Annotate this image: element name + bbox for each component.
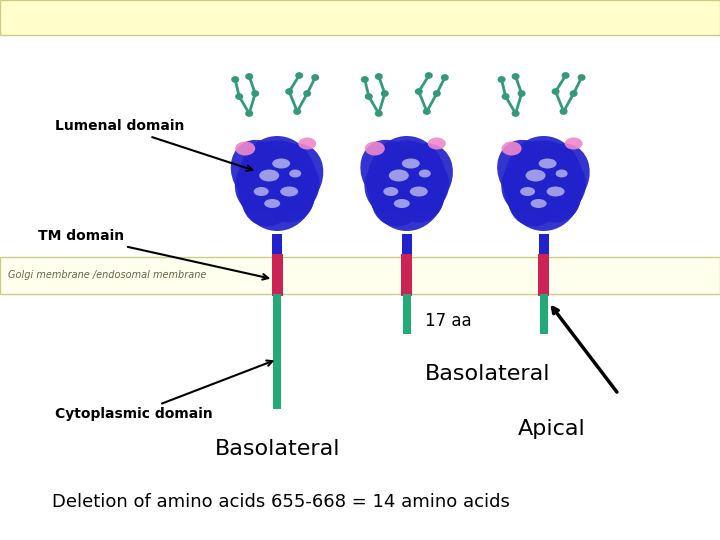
Ellipse shape bbox=[253, 187, 269, 196]
Ellipse shape bbox=[285, 88, 293, 95]
Ellipse shape bbox=[230, 140, 288, 203]
Ellipse shape bbox=[264, 172, 314, 222]
Ellipse shape bbox=[272, 159, 290, 168]
Ellipse shape bbox=[503, 136, 584, 231]
Ellipse shape bbox=[246, 73, 253, 80]
Ellipse shape bbox=[508, 177, 559, 226]
Ellipse shape bbox=[564, 138, 582, 150]
Ellipse shape bbox=[534, 144, 590, 207]
Ellipse shape bbox=[501, 164, 542, 213]
Ellipse shape bbox=[377, 140, 437, 183]
Ellipse shape bbox=[251, 90, 259, 97]
Ellipse shape bbox=[375, 110, 383, 117]
Ellipse shape bbox=[498, 76, 505, 83]
Ellipse shape bbox=[502, 141, 521, 156]
Text: Basolateral: Basolateral bbox=[215, 440, 340, 460]
Ellipse shape bbox=[428, 138, 446, 150]
Ellipse shape bbox=[408, 162, 449, 211]
Ellipse shape bbox=[279, 162, 320, 211]
Ellipse shape bbox=[513, 140, 574, 183]
Ellipse shape bbox=[365, 93, 373, 100]
Bar bbox=[273, 294, 282, 409]
Ellipse shape bbox=[375, 73, 383, 80]
Ellipse shape bbox=[502, 93, 510, 100]
Ellipse shape bbox=[235, 141, 255, 156]
Ellipse shape bbox=[246, 110, 253, 117]
Ellipse shape bbox=[389, 170, 409, 181]
Ellipse shape bbox=[264, 199, 280, 208]
Ellipse shape bbox=[402, 159, 420, 168]
Ellipse shape bbox=[423, 108, 431, 115]
Ellipse shape bbox=[512, 110, 520, 117]
Bar bbox=[401, 254, 413, 296]
Bar bbox=[0, 256, 720, 294]
Ellipse shape bbox=[526, 170, 546, 181]
Bar bbox=[539, 233, 549, 253]
Ellipse shape bbox=[410, 186, 428, 197]
Ellipse shape bbox=[242, 177, 292, 226]
Ellipse shape bbox=[235, 164, 276, 213]
Ellipse shape bbox=[394, 172, 444, 222]
Bar bbox=[271, 254, 283, 296]
Ellipse shape bbox=[433, 90, 441, 97]
Ellipse shape bbox=[394, 199, 410, 208]
Ellipse shape bbox=[267, 144, 323, 207]
Ellipse shape bbox=[303, 90, 311, 97]
Ellipse shape bbox=[298, 138, 316, 150]
Text: 17 aa: 17 aa bbox=[425, 312, 472, 330]
Bar bbox=[0, 0, 720, 35]
Ellipse shape bbox=[546, 186, 564, 197]
Ellipse shape bbox=[570, 90, 577, 97]
Text: Deletion of amino acids 655-668 = 14 amino acids: Deletion of amino acids 655-668 = 14 ami… bbox=[52, 493, 510, 511]
Ellipse shape bbox=[247, 140, 307, 183]
Ellipse shape bbox=[545, 162, 586, 211]
Ellipse shape bbox=[231, 76, 239, 83]
Text: TM domain: TM domain bbox=[38, 230, 269, 280]
Text: Lumenal domain: Lumenal domain bbox=[55, 119, 252, 171]
Ellipse shape bbox=[280, 186, 298, 197]
Ellipse shape bbox=[259, 170, 279, 181]
Ellipse shape bbox=[383, 187, 398, 196]
Text: Cytoplasmic domain: Cytoplasmic domain bbox=[55, 361, 272, 421]
Ellipse shape bbox=[295, 72, 303, 79]
Ellipse shape bbox=[559, 108, 567, 115]
Ellipse shape bbox=[531, 172, 580, 222]
Ellipse shape bbox=[289, 170, 301, 178]
Bar bbox=[402, 294, 411, 334]
Ellipse shape bbox=[366, 136, 447, 231]
Ellipse shape bbox=[556, 170, 567, 178]
Ellipse shape bbox=[237, 136, 318, 231]
Ellipse shape bbox=[520, 187, 535, 196]
Bar bbox=[272, 233, 282, 253]
Ellipse shape bbox=[235, 93, 243, 100]
Ellipse shape bbox=[311, 74, 319, 81]
Ellipse shape bbox=[372, 177, 422, 226]
Ellipse shape bbox=[562, 72, 570, 79]
Bar bbox=[538, 254, 549, 296]
Text: Basolateral: Basolateral bbox=[425, 364, 550, 384]
Ellipse shape bbox=[364, 164, 405, 213]
Ellipse shape bbox=[577, 74, 585, 81]
Ellipse shape bbox=[552, 88, 559, 95]
Ellipse shape bbox=[365, 141, 384, 156]
Ellipse shape bbox=[441, 74, 449, 81]
Ellipse shape bbox=[361, 76, 369, 83]
Ellipse shape bbox=[539, 159, 557, 168]
Ellipse shape bbox=[518, 90, 526, 97]
Ellipse shape bbox=[512, 73, 520, 80]
Ellipse shape bbox=[531, 199, 546, 208]
Ellipse shape bbox=[419, 170, 431, 178]
Text: Apical: Apical bbox=[518, 419, 585, 440]
Ellipse shape bbox=[415, 88, 423, 95]
Ellipse shape bbox=[381, 90, 389, 97]
Ellipse shape bbox=[397, 144, 453, 207]
Ellipse shape bbox=[497, 140, 554, 203]
Bar bbox=[402, 233, 412, 253]
Ellipse shape bbox=[425, 72, 433, 79]
Text: Golgi membrane /endosomal membrane: Golgi membrane /endosomal membrane bbox=[8, 271, 207, 280]
Ellipse shape bbox=[293, 108, 301, 115]
Bar bbox=[539, 294, 548, 334]
Ellipse shape bbox=[360, 140, 418, 203]
